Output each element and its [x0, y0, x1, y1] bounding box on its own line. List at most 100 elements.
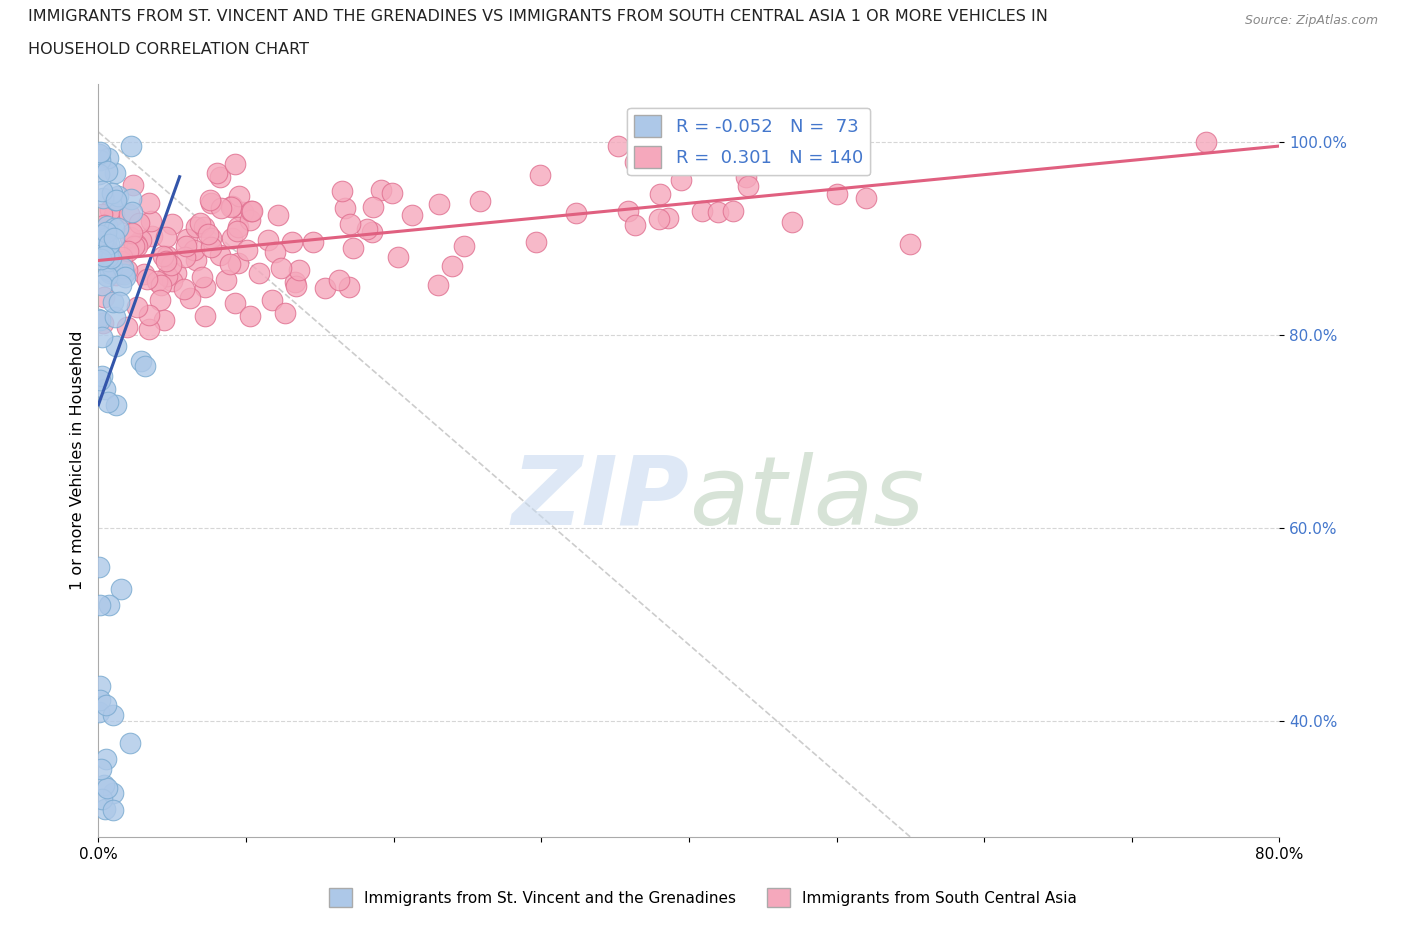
Point: [200, 240, 222, 255]
Point: [173, 281, 195, 296]
Point: [263, 245, 285, 259]
Point: [247, 265, 270, 280]
Point: [96, 269, 118, 284]
Point: [149, 293, 172, 308]
Point: [155, 254, 177, 269]
Point: [94, 698, 117, 713]
Point: [105, 339, 128, 353]
Point: [105, 267, 128, 282]
Point: [122, 178, 145, 193]
Point: [766, 143, 789, 158]
Point: [825, 186, 848, 201]
Point: [87, 228, 110, 243]
Point: [94, 231, 117, 246]
Point: [782, 215, 804, 230]
Point: [183, 243, 205, 258]
Point: [118, 229, 141, 244]
Point: [153, 313, 176, 328]
Point: [200, 193, 222, 207]
Point: [118, 736, 141, 751]
Point: [162, 273, 184, 288]
Point: [90, 329, 112, 344]
Point: [226, 256, 249, 271]
Point: [152, 248, 174, 263]
Point: [370, 182, 392, 197]
Point: [103, 294, 125, 309]
Point: [692, 204, 714, 219]
Point: [191, 270, 214, 285]
Point: [138, 195, 160, 210]
Point: [302, 234, 325, 249]
Text: Source: ZipAtlas.com: Source: ZipAtlas.com: [1244, 14, 1378, 27]
Point: [209, 169, 232, 184]
Point: [93, 191, 115, 206]
Point: [281, 234, 304, 249]
Point: [361, 199, 384, 214]
Text: ZIP: ZIP: [510, 452, 689, 545]
Point: [218, 257, 240, 272]
Point: [90, 762, 112, 777]
Point: [114, 270, 136, 285]
Point: [91, 207, 114, 222]
Point: [737, 179, 759, 193]
Point: [110, 277, 132, 292]
Point: [648, 211, 671, 226]
Point: [97, 253, 120, 268]
Point: [224, 156, 246, 171]
Point: [228, 189, 250, 204]
Point: [121, 205, 143, 219]
Point: [111, 250, 134, 265]
Point: [97, 250, 120, 265]
Point: [238, 309, 260, 324]
Point: [132, 267, 155, 282]
Point: [129, 353, 152, 368]
Point: [855, 191, 877, 206]
Text: IMMIGRANTS FROM ST. VINCENT AND THE GRENADINES VS IMMIGRANTS FROM SOUTH CENTRAL : IMMIGRANTS FROM ST. VINCENT AND THE GREN…: [28, 9, 1047, 24]
Point: [427, 197, 450, 212]
Point: [186, 253, 208, 268]
Point: [159, 258, 181, 272]
Point: [100, 251, 122, 266]
Point: [342, 241, 364, 256]
Point: [136, 272, 159, 286]
Point: [104, 193, 127, 207]
Point: [89, 228, 111, 243]
Point: [96, 163, 118, 178]
Point: [337, 280, 360, 295]
Point: [426, 278, 449, 293]
Point: [97, 151, 120, 166]
Point: [96, 780, 118, 795]
Point: [470, 193, 492, 208]
Point: [107, 220, 129, 235]
Point: [134, 359, 156, 374]
Point: [107, 260, 129, 275]
Point: [93, 248, 115, 263]
Point: [89, 597, 111, 612]
Point: [93, 218, 115, 232]
Point: [200, 196, 222, 211]
Point: [160, 216, 183, 231]
Point: [118, 207, 141, 222]
Point: [176, 238, 198, 253]
Point: [98, 237, 121, 252]
Point: [89, 312, 111, 327]
Point: [624, 155, 647, 170]
Point: [529, 167, 551, 182]
Point: [125, 239, 148, 254]
Y-axis label: 1 or more Vehicles in Household: 1 or more Vehicles in Household: [69, 330, 84, 591]
Point: [617, 204, 640, 219]
Point: [138, 322, 160, 337]
Point: [155, 230, 177, 245]
Point: [176, 232, 198, 246]
Point: [330, 183, 353, 198]
Point: [104, 193, 127, 207]
Point: [193, 219, 215, 234]
Point: [381, 186, 404, 201]
Point: [115, 263, 138, 278]
Point: [267, 207, 290, 222]
Point: [110, 254, 132, 269]
Point: [624, 218, 647, 232]
Point: [93, 290, 115, 305]
Point: [200, 231, 222, 246]
Point: [125, 299, 148, 314]
